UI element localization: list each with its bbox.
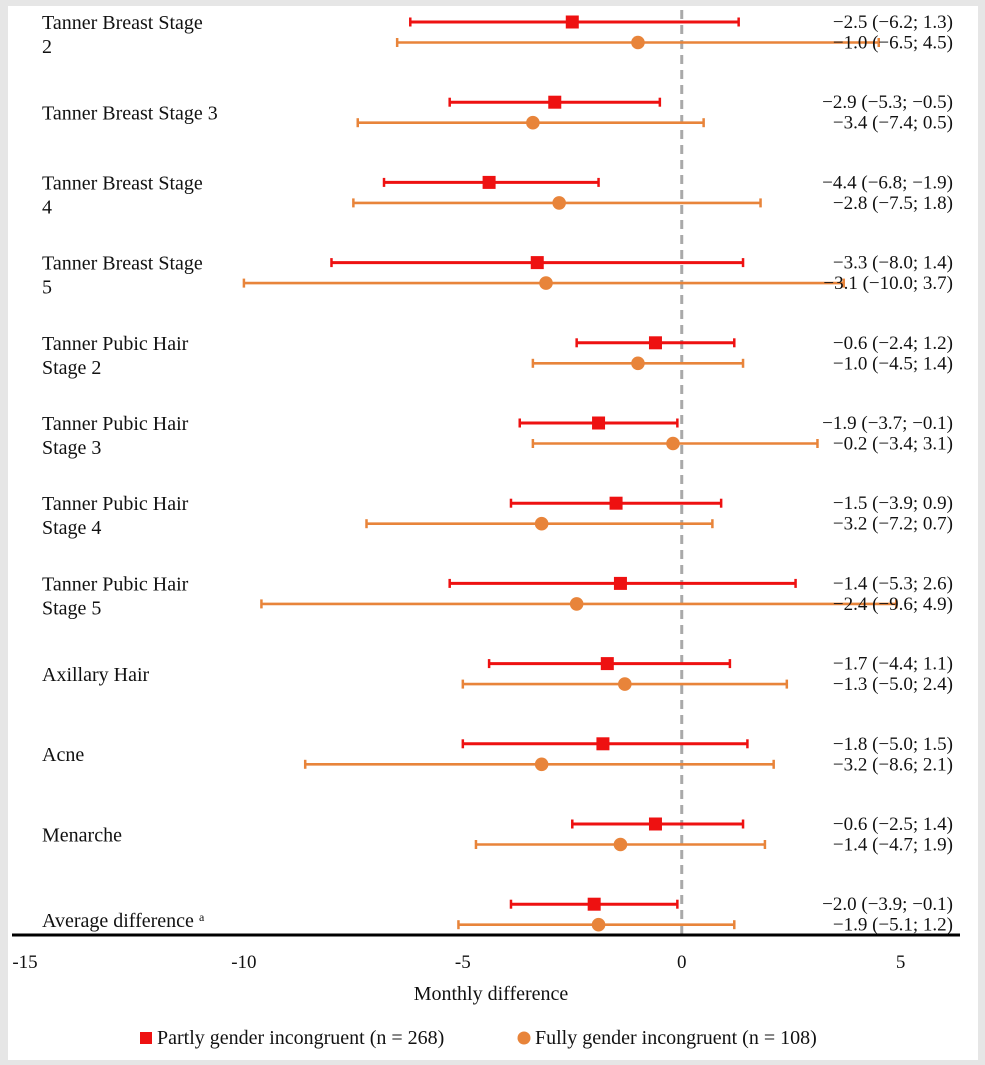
category-label: Average difference a	[42, 910, 205, 932]
point-estimate-circle	[569, 597, 584, 611]
point-estimate-circle	[539, 276, 553, 290]
x-tick-label: -5	[455, 952, 471, 973]
category-label-line: 2	[42, 36, 52, 58]
ci-value-label: −0.6 (−2.4; 1.2)	[833, 333, 953, 354]
x-axis-title: Monthly difference	[414, 983, 569, 1005]
ci-value-label: −0.2 (−3.4; 3.1)	[833, 434, 953, 455]
ci-value-label: −1.5 (−3.9; 0.9)	[833, 493, 953, 514]
ci-value-label: −1.0 (−6.5; 4.5)	[833, 33, 953, 54]
category-label: Axillary Hair	[42, 664, 150, 686]
category-label-line: Tanner Breast Stage	[42, 172, 203, 194]
point-estimate-circle	[613, 837, 628, 852]
point-estimate-square	[596, 737, 610, 751]
ci-value-label: −3.4 (−7.4; 0.5)	[833, 113, 953, 134]
category-label-line: Stage 3	[42, 437, 101, 459]
footnote-marker: a	[199, 910, 205, 924]
point-estimate-square	[548, 95, 562, 109]
ci-value-label: −2.4 (−9.6; 4.9)	[833, 594, 953, 615]
point-estimate-circle	[534, 757, 549, 772]
category-label-line: Tanner Breast Stage	[42, 253, 203, 275]
category-label: Tanner Breast Stage 2	[42, 12, 203, 58]
point-estimate-square	[530, 256, 544, 270]
point-estimate-circle	[526, 115, 540, 130]
category-label-line: Tanner Pubic Hair	[42, 413, 189, 435]
point-estimate-circle	[666, 436, 680, 451]
category-label-line: Stage 2	[42, 357, 101, 379]
point-estimate-square	[592, 416, 606, 430]
ci-value-label: −1.8 (−5.0; 1.5)	[833, 734, 953, 755]
legend-swatch-circle	[517, 1031, 531, 1045]
category-label: Menarche	[42, 824, 122, 846]
x-tick-label: -10	[231, 952, 256, 973]
point-estimate-square	[587, 897, 601, 911]
category-label: Tanner Pubic Hair Stage 5	[42, 573, 189, 619]
point-estimate-square	[648, 817, 662, 831]
category-label-text: Average difference	[42, 910, 199, 932]
point-estimate-circle	[631, 356, 645, 371]
category-label: Tanner Breast Stage 5	[42, 253, 203, 299]
category-label-line: Stage 5	[42, 597, 101, 619]
x-tick-label: -15	[12, 952, 37, 973]
point-estimate-square	[600, 657, 614, 671]
category-label-line: 4	[42, 196, 52, 218]
point-estimate-square	[648, 336, 662, 350]
category-label-line: Tanner Pubic Hair	[42, 573, 189, 595]
category-label-line: Tanner Pubic Hair	[42, 493, 189, 515]
category-label: Tanner Pubic Hair Stage 4	[42, 493, 189, 539]
legend-label: Fully gender incongruent (n = 108)	[535, 1027, 817, 1049]
category-label: Tanner Pubic Hair Stage 2	[42, 333, 189, 379]
ci-value-label: −2.0 (−3.9; −0.1)	[822, 894, 953, 915]
category-label: Tanner Breast Stage 3	[42, 102, 218, 124]
ci-value-label: −4.4 (−6.8; −1.9)	[822, 172, 953, 193]
category-label-line: Tanner Breast Stage	[42, 12, 203, 34]
category-label-line: Stage 4	[42, 517, 101, 539]
point-estimate-circle	[591, 917, 606, 932]
point-estimate-circle	[534, 516, 549, 531]
category-label: Acne	[42, 744, 84, 766]
ci-value-label: −1.4 (−5.3; 2.6)	[833, 573, 953, 594]
point-estimate-square	[482, 175, 496, 189]
category-label: Tanner Pubic Hair Stage 3	[42, 413, 189, 459]
ci-value-label: −1.0 (−4.5; 1.4)	[833, 353, 953, 374]
ci-value-label: −3.2 (−7.2; 0.7)	[833, 514, 953, 535]
category-label-line: 5	[42, 277, 52, 299]
x-tick-label: 5	[896, 952, 906, 973]
ci-value-label: −1.3 (−5.0; 2.4)	[833, 674, 953, 695]
ci-value-label: −1.9 (−5.1; 1.2)	[833, 915, 953, 936]
ci-value-label: −2.8 (−7.5; 1.8)	[833, 193, 953, 214]
point-estimate-circle	[631, 35, 645, 50]
ci-value-label: −1.4 (−4.7; 1.9)	[833, 835, 953, 856]
category-label-line: Tanner Pubic Hair	[42, 333, 189, 355]
point-estimate-square	[565, 15, 579, 29]
point-estimate-square	[609, 496, 623, 510]
ci-value-label: −1.7 (−4.4; 1.1)	[833, 654, 953, 675]
point-estimate-circle	[618, 677, 632, 691]
ci-value-label: −2.5 (−6.2; 1.3)	[833, 12, 953, 33]
ci-value-label: −1.9 (−3.7; −0.1)	[822, 413, 953, 434]
ci-value-label: −2.9 (−5.3; −0.5)	[822, 92, 953, 113]
category-label: Tanner Breast Stage 4	[42, 172, 203, 218]
ci-value-label: −3.3 (−8.0; 1.4)	[833, 253, 953, 274]
point-estimate-circle	[552, 196, 566, 210]
ci-value-label: −3.1 (−10.0; 3.7)	[823, 273, 953, 294]
ci-value-label: −0.6 (−2.5; 1.4)	[833, 814, 953, 835]
ci-value-label: −3.2 (−8.6; 2.1)	[833, 754, 953, 775]
legend-label: Partly gender incongruent (n = 268)	[157, 1027, 444, 1049]
legend-swatch-square	[140, 1032, 152, 1044]
point-estimate-square	[613, 576, 627, 590]
x-tick-label: 0	[677, 952, 687, 973]
